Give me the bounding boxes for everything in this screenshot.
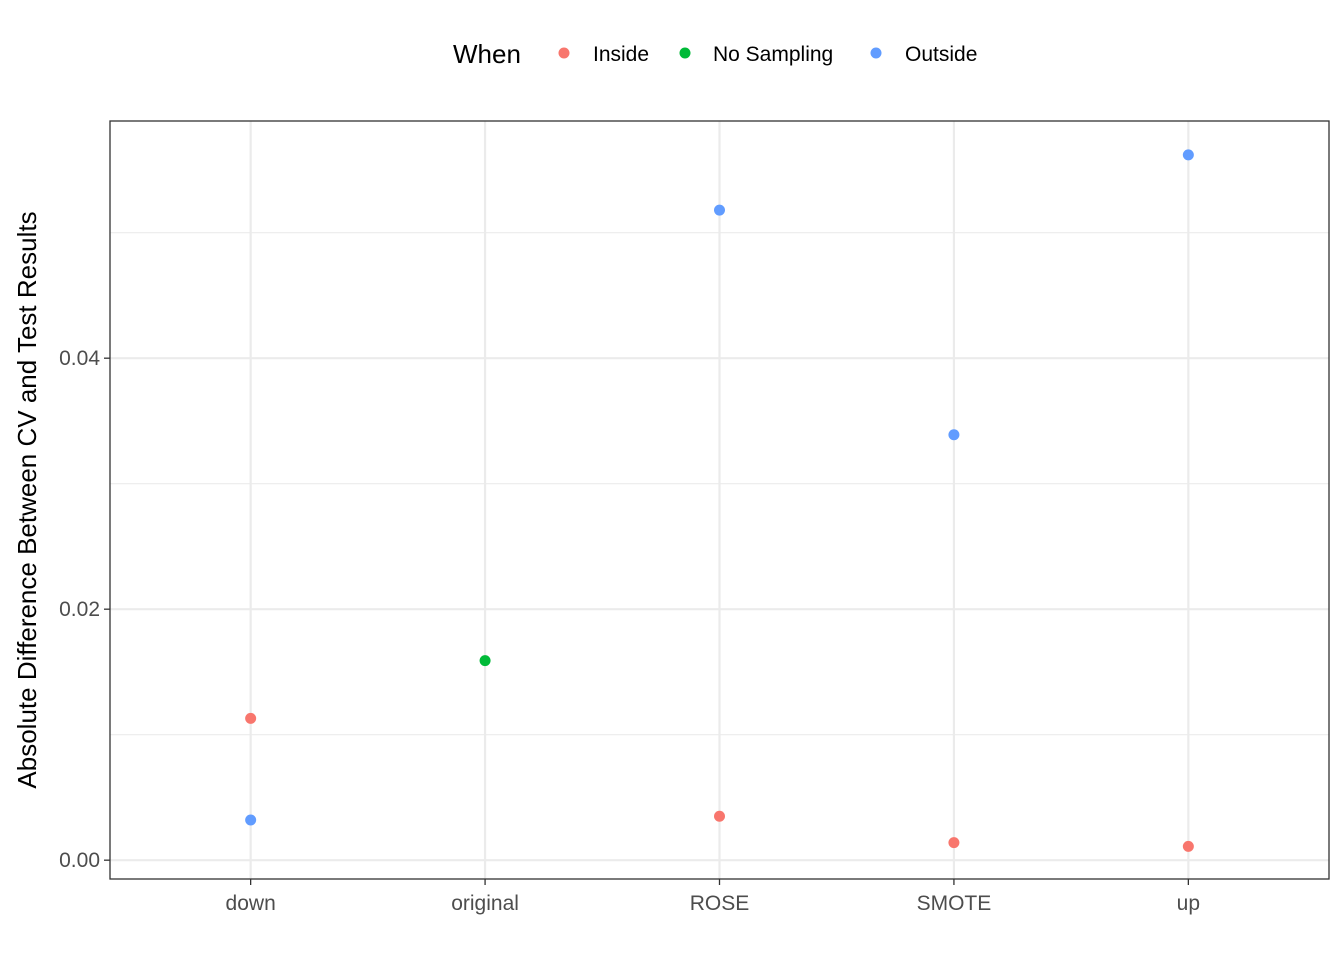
data-point (948, 429, 960, 441)
x-tick-label: ROSE (690, 892, 750, 915)
legend-key (679, 47, 691, 59)
legend-key (558, 47, 570, 59)
legend-label: Outside (905, 43, 977, 66)
x-tick-label: SMOTE (917, 892, 992, 915)
grid (110, 121, 1329, 879)
legend: When Inside No Sampling Outside (453, 39, 977, 69)
data-point (245, 712, 257, 724)
legend-label: No Sampling (713, 43, 833, 66)
x-tick-label: down (226, 892, 276, 915)
x-tick-label: up (1177, 892, 1200, 915)
legend-label: Inside (593, 43, 649, 66)
data-point (714, 810, 725, 822)
data-point (1182, 840, 1194, 852)
y-axis-title: Absolute Difference Between CV and Test … (12, 211, 42, 788)
legend-title: When (453, 39, 521, 69)
data-point (714, 204, 725, 216)
y-tick-label: 0.02 (59, 598, 100, 621)
legend-key (870, 47, 882, 59)
data-point (1182, 149, 1194, 161)
y-tick-label: 0.00 (59, 849, 100, 872)
points (245, 149, 1194, 852)
y-tick-label: 0.04 (59, 347, 100, 370)
x-tick-label: original (451, 892, 519, 915)
data-point (479, 655, 491, 667)
data-point (245, 814, 257, 826)
axes: 0.00 0.02 0.04 down original ROSE SMOTE up (59, 347, 1200, 915)
data-point (948, 837, 960, 849)
